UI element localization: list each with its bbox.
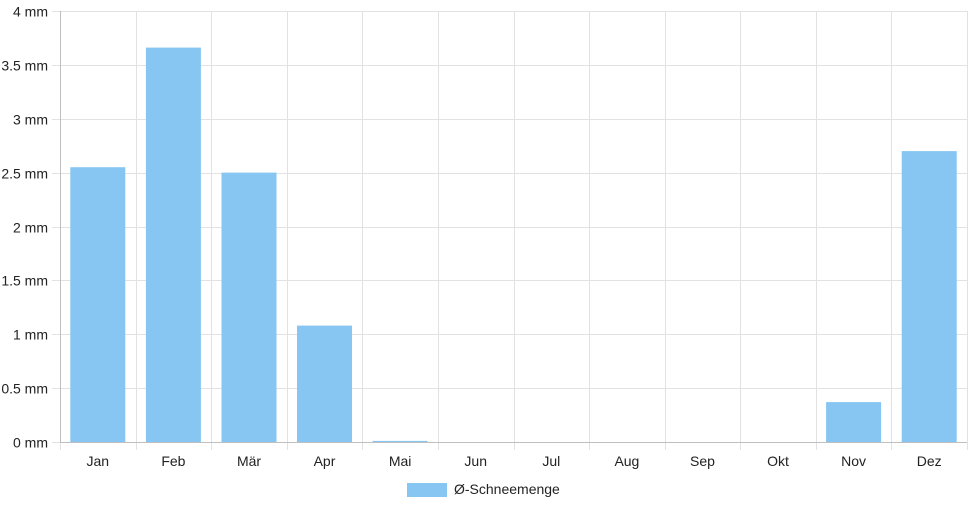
x-tick-label: Mai [389,453,412,469]
x-tick-label: Jul [542,453,560,469]
x-tick-label: Okt [767,453,789,469]
bar-nov[interactable] [826,402,882,442]
x-tick-label: Jan [87,453,110,469]
x-tick-label: Dez [917,453,942,469]
legend[interactable]: Ø-Schneemenge [407,481,560,497]
bar-jan[interactable] [70,167,126,442]
y-tick-label: 0 mm [13,435,48,451]
legend-swatch [407,483,447,497]
axes: 0 mm 0.5 mm 1 mm 1.5 mm 2 mm 2.5 mm 3 mm 3.5 mm… [1,4,967,469]
bar-feb[interactable] [145,47,201,442]
y-tick-label: 1.5 mm [1,273,48,289]
y-tick-label: 3.5 mm [1,58,48,74]
y-tick-label: 1 mm [13,327,48,343]
y-tick-label: 0.5 mm [1,381,48,397]
bar-dez[interactable] [901,151,957,442]
y-tick-label: 4 mm [13,4,48,20]
x-tick-label: Sep [690,453,715,469]
bar-mär[interactable] [221,172,277,442]
x-tick-label: Mär [237,453,261,469]
x-tick-label: Feb [161,453,185,469]
x-tick-label: Nov [841,453,866,469]
y-tick-label: 2 mm [13,220,48,236]
x-tick-label: Jun [464,453,487,469]
bar-apr[interactable] [297,325,352,442]
y-tick-label: 2.5 mm [1,166,48,182]
bars [70,47,957,442]
bar-mai[interactable] [372,440,428,442]
x-tick-label: Aug [614,453,639,469]
x-tick-label: Apr [314,453,336,469]
y-tick-label: 3 mm [13,112,48,128]
legend-label: Ø-Schneemenge [454,481,560,497]
